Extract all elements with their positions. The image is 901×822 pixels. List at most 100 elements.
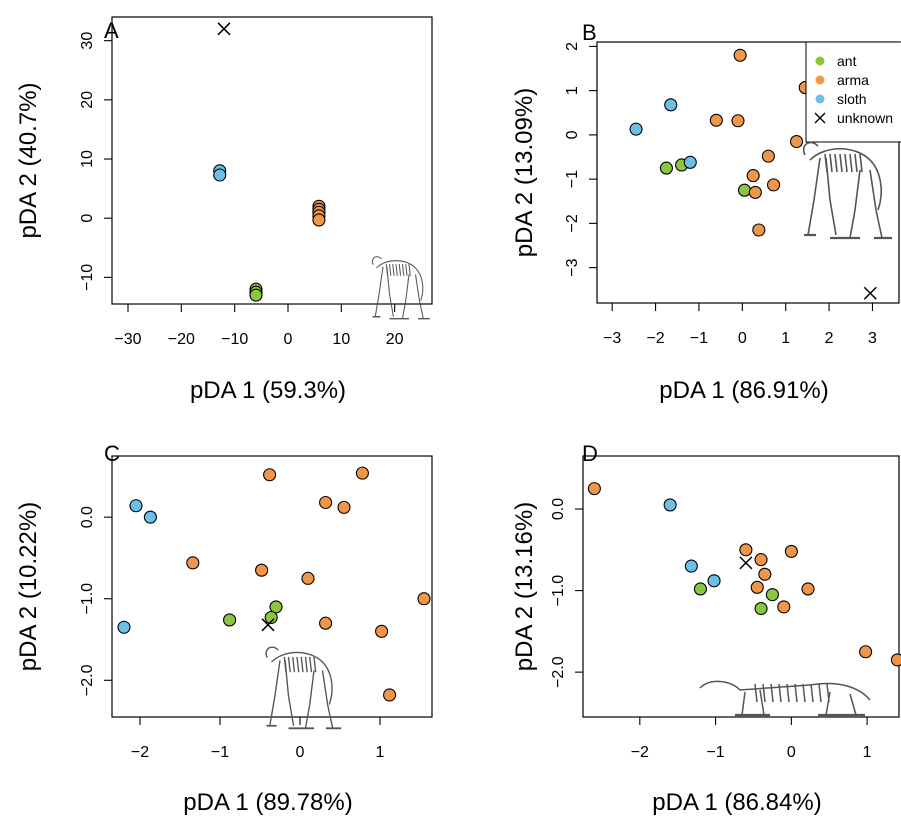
point-ant: [269, 600, 283, 614]
x-tick-label: −10: [221, 331, 248, 348]
y-tick-label: −2.0: [79, 664, 96, 696]
point-unknown: [217, 22, 231, 36]
y-tick-label: 0: [564, 130, 581, 139]
y-axis-label: pDA 2 (10.22%): [15, 502, 42, 671]
point-arma: [337, 500, 351, 514]
point-ant: [765, 588, 779, 602]
y-axis-label: pDA 2 (13.09%): [511, 88, 538, 257]
point-ant: [693, 582, 707, 596]
x-tick-label: 0: [284, 331, 293, 348]
point-arma: [733, 48, 747, 62]
point-arma: [758, 567, 772, 581]
panel-title: A: [104, 18, 119, 43]
x-tick-label: 20: [386, 331, 404, 348]
plot-frame: [596, 41, 900, 304]
point-ant: [737, 183, 752, 197]
x-tick-label: −1: [706, 744, 724, 761]
point-sloth: [707, 574, 721, 588]
point-arma: [748, 185, 762, 199]
point-arma: [383, 688, 397, 702]
x-axis-label: pDA 1 (86.91%): [659, 377, 828, 404]
y-axis-label: pDA 2 (13.16%): [511, 502, 538, 671]
x-axis-label: pDA 1 (86.84%): [652, 789, 821, 816]
point-arma: [890, 653, 901, 667]
legend-marker-unknown: [814, 112, 826, 124]
point-arma: [375, 624, 389, 638]
plot-frame: [111, 16, 433, 305]
plot-frame: [582, 455, 900, 718]
legend-marker-ant: [815, 56, 825, 66]
x-tick-label: −3: [603, 330, 621, 347]
panel-B: B −3 −2 −1 0 1 2 3 −3 −2 −1 0 1 2 pDA 1 (86.91%) pDA 2 …: [511, 20, 900, 404]
point-sloth: [129, 499, 143, 513]
plot-frame: [111, 455, 433, 718]
legend-label-ant: ant: [837, 53, 857, 69]
y-tick-label: 30: [79, 32, 96, 50]
point-sloth: [684, 559, 698, 573]
legend-label-unknown: unknown: [837, 110, 893, 126]
point-arma: [777, 600, 791, 614]
y-tick-label: 0.0: [79, 506, 96, 528]
point-arma: [319, 616, 333, 630]
legend-label-sloth: sloth: [837, 91, 867, 107]
skeleton-icon-a: [371, 256, 430, 320]
point-sloth: [664, 98, 678, 112]
x-tick-label: 0: [738, 330, 747, 347]
point-arma: [754, 553, 768, 567]
y-tick-label: −1.0: [79, 583, 96, 615]
y-tick-label: 10: [79, 150, 96, 168]
point-arma: [761, 149, 775, 163]
x-tick-label: 1: [781, 330, 790, 347]
panel-C: C −2 −1 0 1 −2.0 −1.0 0.0 pDA 1 (89.78%) pDA 2 (1…: [15, 441, 433, 816]
point-unknown: [261, 618, 275, 632]
point-arma: [709, 113, 723, 127]
point-arma: [750, 580, 764, 594]
point-sloth: [143, 510, 157, 524]
x-tick-label: 1: [863, 744, 872, 761]
panel-D: D −2 −1 0 1 −2.0 −1.0 0.0 pDA 1 (86.84%) pDA 2 (1…: [511, 441, 901, 816]
point-arma: [746, 169, 760, 183]
x-axis-label: pDA 1 (59.3%): [190, 377, 346, 404]
point-ant: [659, 161, 673, 175]
y-tick-label: 20: [79, 91, 96, 109]
y-tick-label: 0.0: [550, 498, 567, 520]
point-arma: [859, 645, 873, 659]
point-arma: [587, 482, 601, 496]
point-sloth: [663, 498, 677, 512]
point-arma: [417, 592, 431, 606]
skeleton-icon-b: [802, 141, 892, 240]
x-tick-label: −20: [168, 331, 195, 348]
y-tick-label: −10: [79, 264, 96, 291]
y-tick-label: 1: [564, 86, 581, 95]
point-arma: [312, 213, 326, 227]
y-tick-label: 0: [79, 214, 96, 223]
point-ant: [223, 613, 237, 627]
legend-marker-sloth: [815, 94, 825, 104]
point-arma: [301, 571, 315, 585]
point-arma: [263, 468, 277, 482]
point-sloth: [213, 168, 227, 182]
y-tick-label: −1.0: [550, 575, 567, 607]
y-axis-label: pDA 2 (40.7%): [15, 82, 42, 238]
point-sloth: [629, 122, 643, 136]
x-tick-label: −2: [631, 744, 649, 761]
point-ant: [249, 288, 263, 302]
point-sloth: [683, 155, 697, 169]
point-arma: [789, 134, 804, 149]
panel-title: C: [104, 441, 120, 466]
point-unknown: [739, 556, 753, 570]
point-arma: [731, 114, 745, 128]
point-arma: [355, 466, 369, 480]
x-tick-label: 0: [787, 744, 796, 761]
x-tick-label: 2: [825, 330, 834, 347]
x-tick-label: −1: [690, 330, 708, 347]
panel-A: A −30 −20 −10 0 10 20 −10 0 10 20 30 pDA 1 (59.3%) pD…: [15, 16, 433, 404]
panel-title: D: [582, 441, 598, 466]
point-ant: [264, 610, 278, 625]
legend-marker-arma: [815, 75, 825, 85]
point-unknown: [863, 286, 877, 300]
point-arma: [767, 178, 781, 192]
point-arma: [739, 543, 753, 557]
y-tick-label: −1: [564, 170, 581, 188]
y-tick-label: −2: [564, 214, 581, 232]
